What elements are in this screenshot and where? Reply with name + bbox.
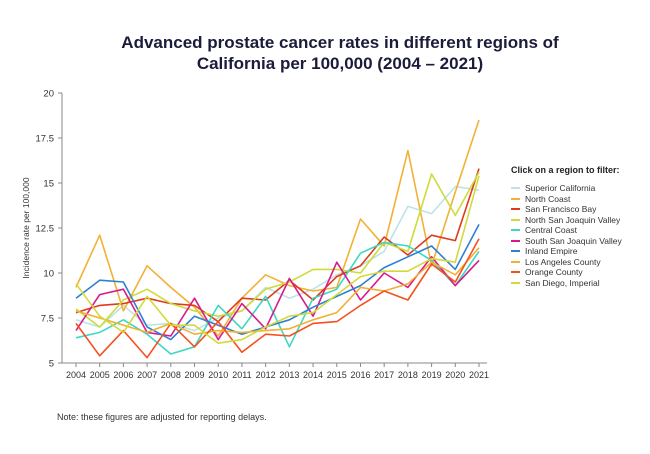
legend: Click on a region to filter: Superior Ca… [511, 165, 622, 288]
footnote: Note: these figures are adjusted for rep… [57, 412, 267, 422]
legend-label: Superior California [525, 183, 596, 194]
legend-label: Los Angeles County [525, 256, 601, 267]
x-tick-label: 2019 [422, 370, 442, 380]
y-tick-label: 5 [49, 359, 54, 370]
legend-item-north-san-joaquin-valley[interactable]: North San Joaquin Valley [511, 215, 622, 226]
legend-label: San Francisco Bay [525, 204, 597, 215]
legend-swatch [511, 239, 520, 242]
x-tick-label: 2018 [398, 370, 418, 380]
legend-item-san-francisco-bay[interactable]: San Francisco Bay [511, 204, 622, 215]
x-tick-label: 2011 [232, 370, 251, 380]
legend-items: Superior California North Coast San Franci… [511, 183, 622, 288]
legend-item-orange-county[interactable]: Orange County [511, 267, 622, 278]
legend-item-north-coast[interactable]: North Coast [511, 194, 622, 205]
series-line-superior-california [75, 185, 480, 332]
x-tick-label: 2006 [113, 370, 133, 380]
x-tick-label: 2015 [327, 370, 347, 380]
legend-item-san-diego-imperial[interactable]: San Diego, Imperial [511, 278, 622, 289]
legend-label: North Coast [525, 193, 571, 204]
x-tick-label: 2009 [185, 370, 205, 380]
legend-swatch [511, 197, 520, 200]
legend-label: Orange County [525, 267, 583, 278]
legend-item-inland-empire[interactable]: Inland Empire [511, 246, 622, 257]
x-tick-label: 2020 [445, 370, 465, 380]
legend-title: Click on a region to filter: [511, 165, 620, 175]
y-tick-label: 20 [43, 89, 54, 100]
x-tick-label: 2016 [350, 370, 370, 380]
legend-swatch [511, 229, 520, 232]
y-axis-label: Incidence rate per 100,000 [21, 177, 31, 278]
legend-item-south-san-joaquin-valley[interactable]: South San Joaquin Valley [511, 236, 622, 247]
chart-title-line-1: Advanced prostate cancer rates in differ… [121, 33, 559, 52]
x-tick-label: 2007 [137, 370, 157, 380]
legend-label: Inland Empire [525, 246, 578, 257]
x-tick-label: 2008 [161, 370, 181, 380]
legend-item-los-angeles-county[interactable]: Los Angeles County [511, 257, 622, 268]
series-line-north-coast [75, 119, 480, 337]
legend-label: North San Joaquin Valley [525, 214, 621, 225]
legend-swatch [511, 187, 520, 190]
legend-swatch [511, 271, 520, 274]
series-line-central-coast [75, 241, 480, 355]
x-tick-label: 2005 [90, 370, 110, 380]
series-line-orange-county [75, 238, 480, 359]
series-line-san-francisco-bay [75, 168, 480, 323]
y-tick-label: 10 [43, 269, 54, 280]
legend-swatch [511, 281, 520, 284]
legend-swatch [511, 208, 520, 211]
series-line-north-san-joaquin-valley [75, 171, 480, 328]
series-line-inland-empire [75, 224, 480, 341]
legend-item-central-coast[interactable]: Central Coast [511, 225, 622, 236]
x-tick-label: 2017 [374, 370, 394, 380]
series-line-los-angeles-county [75, 247, 480, 336]
x-tick-label: 2004 [66, 370, 86, 380]
legend-label: San Diego, Imperial [525, 277, 600, 288]
y-tick-label: 15 [43, 179, 54, 190]
legend-item-superior-california[interactable]: Superior California [511, 183, 622, 194]
legend-swatch [511, 260, 520, 263]
series-line-san-diego-imperial [75, 175, 480, 345]
legend-label: Central Coast [525, 225, 577, 236]
legend-swatch [511, 250, 520, 253]
chart-title-line-2: California per 100,000 (2004 – 2021) [196, 54, 484, 73]
x-tick-label: 2021 [469, 370, 489, 380]
x-tick-label: 2012 [256, 370, 276, 380]
series-line-south-san-joaquin-valley [75, 255, 480, 341]
y-tick-label: 12.5 [36, 224, 55, 235]
x-tick-label: 2010 [208, 370, 228, 380]
legend-label: South San Joaquin Valley [525, 235, 622, 246]
chart-title: Advanced prostate cancer rates in differ… [0, 32, 650, 74]
x-tick-label: 2013 [279, 370, 299, 380]
x-tick-label: 2014 [303, 370, 323, 380]
y-tick-label: 17.5 [36, 134, 55, 145]
y-tick-label: 7.5 [41, 314, 54, 325]
legend-swatch [511, 218, 520, 221]
